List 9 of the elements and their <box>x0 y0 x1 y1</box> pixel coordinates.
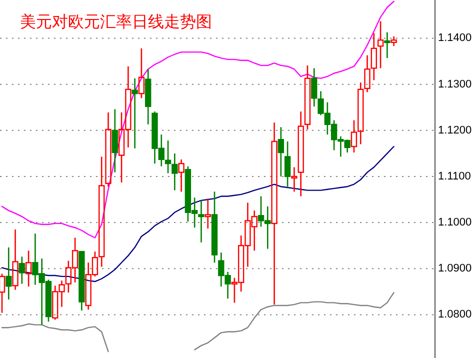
y-tick-label: 1.1100 <box>438 170 471 182</box>
line-series <box>1 0 394 238</box>
y-tick-label: 1.1000 <box>438 216 472 229</box>
y-tick-label: 1.1300 <box>438 78 472 90</box>
text: 美元对欧元汇率日线走势图 <box>20 12 212 31</box>
y-tick-label: 1.0900 <box>438 262 472 275</box>
y-tick-label: 1.1400 <box>438 32 472 44</box>
y-tick-label: 1.0800 <box>438 308 472 321</box>
y-tick-label: 1.1200 <box>438 124 472 136</box>
